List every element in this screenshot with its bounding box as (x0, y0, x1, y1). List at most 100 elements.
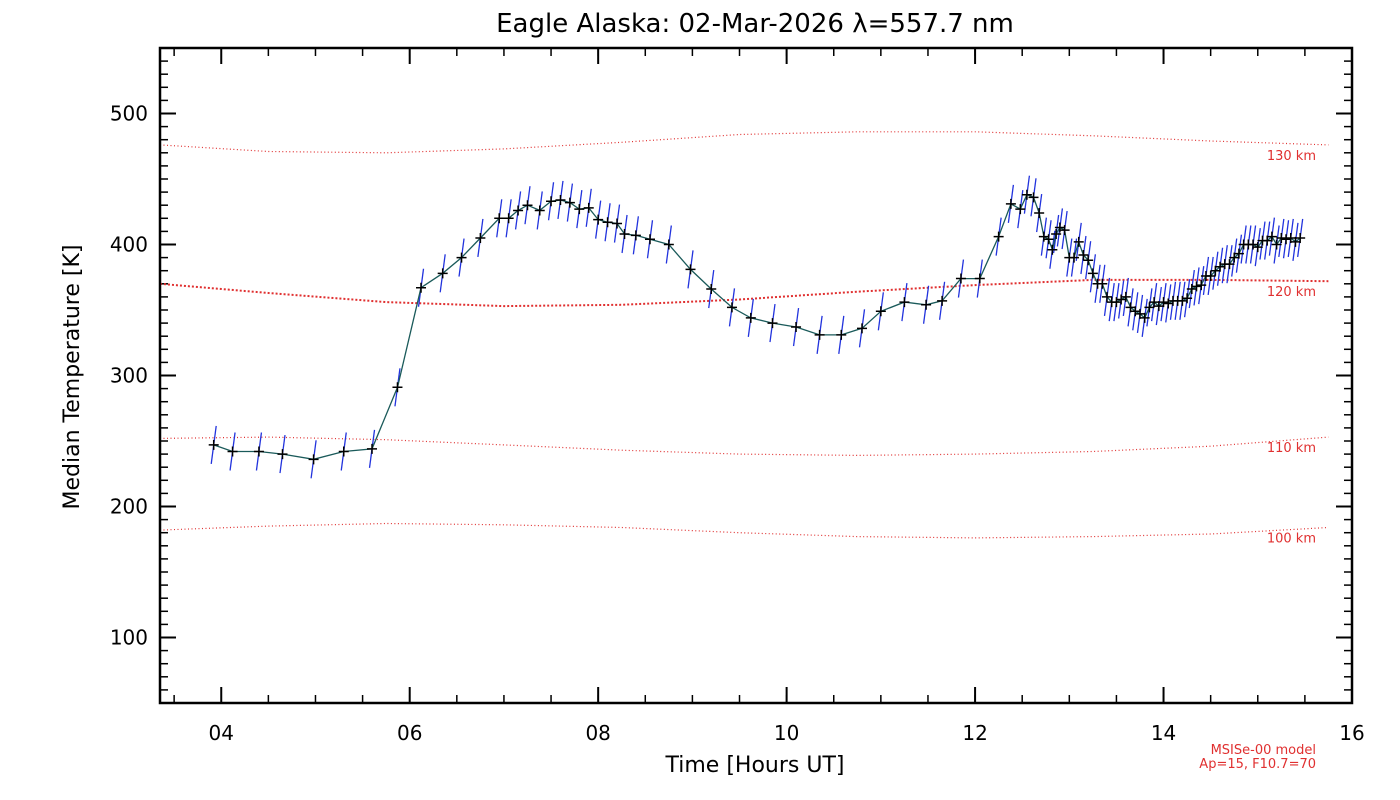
model-params: Ap=15, F10.7=70 (1199, 757, 1316, 772)
data-point (1120, 291, 1131, 302)
data-point (227, 446, 238, 457)
data-point (574, 204, 585, 215)
data-point (993, 231, 1004, 242)
data-point (1252, 242, 1263, 253)
series-line (213, 193, 1301, 460)
data-point (602, 217, 613, 228)
data-point (857, 323, 868, 334)
data-point (308, 454, 319, 465)
data-point (1047, 244, 1058, 255)
data-point (1069, 252, 1080, 263)
data-point (564, 197, 575, 208)
data-point (663, 239, 674, 250)
data-point (630, 230, 641, 241)
data-point (1083, 255, 1094, 266)
data-point (1102, 291, 1112, 302)
model-curve-label: 120 km (1267, 285, 1316, 300)
data-point (1158, 297, 1169, 308)
data-point (1266, 231, 1277, 242)
data-point (726, 302, 737, 313)
data-point (619, 229, 630, 240)
model-curve-label: 110 km (1267, 441, 1316, 456)
x-tick-label: 12 (962, 721, 987, 745)
data-point (974, 273, 985, 284)
model-curve-label: 130 km (1267, 149, 1316, 164)
data-point (1087, 268, 1098, 279)
data-point (685, 264, 696, 275)
data-point (513, 205, 524, 216)
data-point (416, 282, 427, 293)
data-point (1073, 236, 1084, 247)
model-curve (159, 131, 1329, 154)
data-point (1038, 231, 1049, 242)
data-point (644, 234, 655, 245)
data-point (338, 446, 349, 457)
data-point (1224, 259, 1235, 270)
data-point (1295, 232, 1306, 243)
x-tick-label: 06 (397, 721, 422, 745)
model-curve (159, 436, 1329, 457)
data-point (791, 322, 802, 333)
data-point (1059, 225, 1070, 236)
data-point (593, 214, 604, 225)
y-axis-label: Median Temperature [K] (60, 245, 85, 510)
data-point (1271, 239, 1282, 250)
model-curve-label: 100 km (1267, 531, 1316, 546)
y-tick-label: 300 (110, 364, 148, 388)
data-point (612, 218, 623, 229)
data-point (437, 268, 448, 279)
data-point (1191, 281, 1202, 292)
x-axis-label: Time [Hours UT] (665, 753, 845, 778)
data-point (814, 329, 825, 340)
data-point (1276, 232, 1287, 243)
x-tick-label: 10 (774, 721, 799, 745)
data-point (955, 273, 966, 284)
data-point (367, 443, 378, 454)
data-point (921, 299, 932, 310)
y-tick-label: 200 (110, 495, 148, 519)
data-point (456, 252, 467, 263)
y-tick-label: 500 (110, 102, 148, 126)
data-point (1021, 189, 1032, 200)
data-point (475, 232, 486, 243)
data-point (1182, 293, 1193, 304)
data-point (745, 312, 756, 323)
data-point (1144, 302, 1155, 313)
data-point (1205, 270, 1216, 281)
data-point (1043, 234, 1054, 245)
x-tick-label: 04 (209, 721, 234, 745)
data-point (555, 194, 566, 205)
model-curve (159, 278, 1329, 308)
data-point (494, 213, 505, 224)
data-point (546, 196, 557, 207)
data-point (392, 382, 403, 393)
data-point (277, 449, 288, 460)
data-point (899, 297, 910, 308)
data-point (1015, 204, 1026, 215)
data-point (583, 202, 594, 213)
x-tick-label: 16 (1339, 721, 1364, 745)
plot-area (159, 48, 1353, 703)
y-tick-label: 400 (110, 233, 148, 257)
data-point (534, 205, 545, 216)
data-point (522, 200, 533, 211)
data-point (1051, 229, 1062, 240)
x-tick-label: 14 (1151, 721, 1176, 745)
data-point (1233, 248, 1244, 259)
x-tick-label: 08 (585, 721, 610, 745)
data-point (1028, 192, 1039, 203)
data-point (1097, 278, 1108, 289)
data-point (1034, 208, 1045, 219)
chart-title: Eagle Alaska: 02-Mar-2026 λ=557.7 nm (496, 9, 1014, 39)
data-point (706, 284, 717, 295)
data-point (1139, 312, 1150, 323)
data-point (937, 295, 948, 306)
data-point (1078, 249, 1089, 260)
data-point (1281, 234, 1292, 245)
data-point (208, 439, 219, 450)
data-point (1196, 280, 1207, 291)
data-point (1005, 198, 1016, 209)
data-point (836, 329, 847, 340)
model-curve (159, 522, 1329, 539)
